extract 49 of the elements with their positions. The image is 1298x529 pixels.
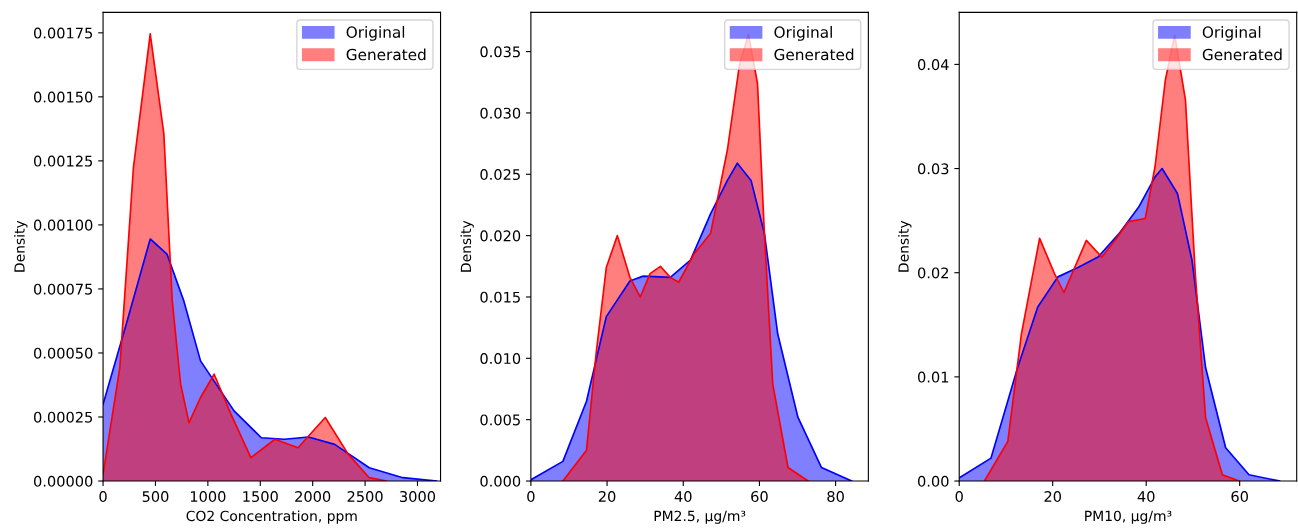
y-tick-label: 0.005 bbox=[480, 414, 520, 426]
x-axis-title: PM10, µg/m³ bbox=[1085, 510, 1172, 524]
x-tick-label: 1000 bbox=[190, 491, 226, 503]
x-tick-label: 3000 bbox=[400, 491, 436, 503]
x-tick-label: 40 bbox=[674, 491, 692, 503]
x-tick-label: 1500 bbox=[243, 491, 278, 503]
y-tick-label: 0.030 bbox=[480, 107, 521, 119]
y-tick-label: 0.04 bbox=[917, 59, 949, 71]
legend-label: Original bbox=[774, 26, 832, 41]
x-tick-label: 0 bbox=[955, 491, 963, 503]
x-tick-label: 80 bbox=[827, 491, 844, 503]
x-tick-label: 20 bbox=[598, 491, 616, 503]
y-tick-label: 0.01 bbox=[917, 371, 949, 383]
y-tick-label: 0.00000 bbox=[33, 475, 93, 487]
x-tick-label: 0 bbox=[527, 491, 535, 503]
y-tick-label: 0.00100 bbox=[33, 219, 93, 231]
y-tick-label: 0.00025 bbox=[33, 411, 93, 423]
y-tick-label: 0.00 bbox=[917, 475, 949, 487]
x-tick-label: 40 bbox=[1137, 491, 1155, 503]
y-tick-label: 0.02 bbox=[917, 267, 949, 279]
y-tick-label: 0.015 bbox=[480, 291, 520, 303]
x-tick-label: 60 bbox=[751, 491, 768, 503]
y-tick-label: 0.025 bbox=[480, 169, 520, 181]
legend-label: Generated bbox=[1202, 48, 1282, 61]
x-tick-label: 20 bbox=[1044, 491, 1062, 503]
y-tick-label: 0.00150 bbox=[33, 91, 93, 103]
legend-label: Original bbox=[346, 26, 405, 41]
y-tick-label: 0.00125 bbox=[33, 155, 93, 167]
x-tick-label: 0 bbox=[99, 491, 107, 503]
y-tick-label: 0.00050 bbox=[33, 347, 93, 359]
y-tick-label: 0.000 bbox=[480, 475, 521, 487]
y-tick-label: 0.020 bbox=[480, 230, 521, 242]
x-tick-label: 2500 bbox=[347, 491, 383, 503]
y-axis-title: Density bbox=[460, 220, 474, 272]
legend-label: Original bbox=[1202, 26, 1261, 41]
y-axis-title: Density bbox=[898, 220, 912, 272]
legend-label: Generated bbox=[774, 48, 854, 61]
x-tick-label: 2000 bbox=[295, 491, 331, 503]
y-axis-title: Density bbox=[14, 220, 28, 272]
legend-label: Generated bbox=[346, 48, 426, 61]
x-tick-label: 500 bbox=[142, 491, 169, 503]
x-axis-title: PM2.5, µg/m³ bbox=[654, 510, 746, 524]
y-tick-label: 0.010 bbox=[480, 353, 521, 365]
x-axis-title: CO2 Concentration, ppm bbox=[186, 510, 357, 524]
y-tick-label: 0.03 bbox=[917, 163, 949, 175]
y-tick-label: 0.00175 bbox=[33, 27, 93, 39]
y-tick-label: 0.00075 bbox=[33, 283, 93, 295]
y-tick-label: 0.035 bbox=[480, 46, 520, 58]
x-tick-label: 60 bbox=[1231, 491, 1248, 503]
